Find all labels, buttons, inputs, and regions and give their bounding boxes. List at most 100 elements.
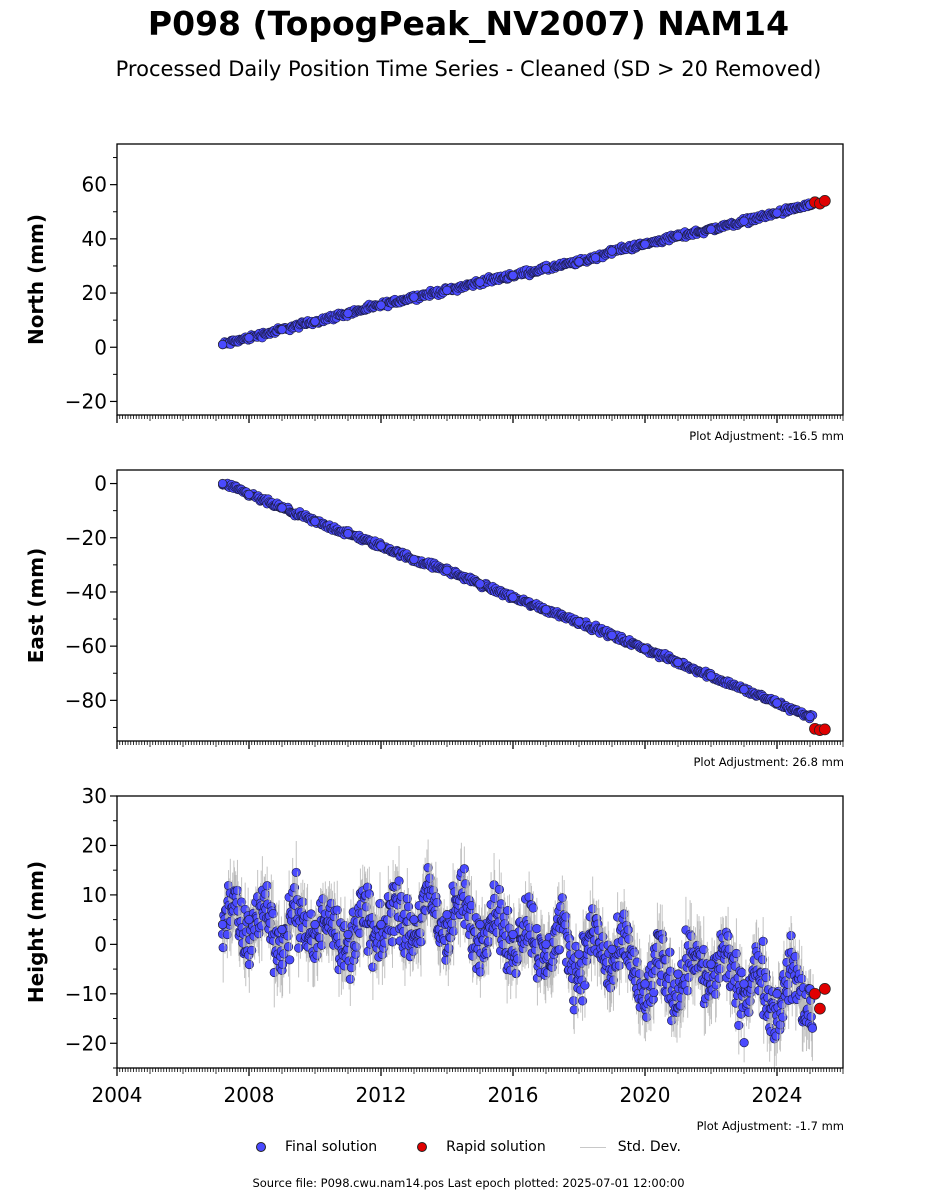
final-solution-point <box>797 974 807 984</box>
final-solution-point <box>459 864 469 874</box>
final-solution-point <box>569 1005 579 1015</box>
final-solution-point <box>376 300 386 310</box>
final-solution-point <box>262 881 272 891</box>
final-solution-point <box>444 943 454 953</box>
final-solution-point <box>244 959 254 970</box>
final-solution-point <box>686 931 696 941</box>
final-solution-point <box>409 292 419 302</box>
final-solution-point <box>739 1038 749 1048</box>
final-solution-point <box>723 931 733 941</box>
final-solution-point <box>574 257 584 267</box>
final-solution-point <box>761 973 771 983</box>
final-solution-point <box>706 224 716 235</box>
final-solution-point <box>614 960 624 971</box>
final-solution-point <box>714 973 724 983</box>
final-solution-point <box>432 898 442 908</box>
final-solution-point <box>665 947 675 957</box>
final-solution-point <box>667 1016 677 1026</box>
final-solution-point <box>387 937 398 947</box>
final-solution-point <box>778 1012 788 1022</box>
final-solution-point <box>285 955 295 965</box>
final-solution-point <box>475 967 485 977</box>
final-solution-point <box>332 905 342 915</box>
y-tick-label: 0 <box>94 472 107 496</box>
final-solution-point <box>807 1023 818 1033</box>
final-solution-point <box>528 903 538 913</box>
final-solution-point <box>561 912 571 922</box>
final-solution-point <box>524 892 534 902</box>
y-tick-label: −80 <box>65 688 107 712</box>
final-solution-point <box>298 897 308 907</box>
final-solution-point <box>217 339 228 350</box>
final-solution-point <box>569 996 579 1006</box>
final-solution-point <box>244 914 254 925</box>
final-solution-point <box>283 942 294 952</box>
final-solution-point <box>343 308 353 319</box>
final-solution-point <box>775 1020 785 1030</box>
final-solution-point <box>554 944 564 955</box>
final-solution-point <box>772 698 782 708</box>
final-solution-point <box>442 285 452 295</box>
final-solution-point <box>416 937 426 947</box>
y-tick-label: 0 <box>94 335 107 359</box>
final-solution-point <box>277 924 287 935</box>
final-solution-point <box>577 996 588 1006</box>
final-solution-point <box>683 986 693 996</box>
final-solution-point <box>607 246 617 256</box>
final-solution-point <box>268 909 278 919</box>
y-tick-label: −40 <box>65 580 107 604</box>
final-solution-point <box>317 940 327 950</box>
final-solution-point <box>351 942 361 952</box>
final-solution-point <box>277 324 287 335</box>
final-solution-point <box>496 899 506 909</box>
final-solution-point <box>244 489 254 500</box>
final-solution-point <box>277 503 287 513</box>
final-solution-point <box>484 936 494 946</box>
daily-solution-cloud <box>218 839 818 1073</box>
final-solution-point <box>786 930 796 941</box>
final-solution-point <box>503 905 513 916</box>
final-solution-point <box>355 928 365 938</box>
final-solution-point <box>739 216 749 226</box>
final-solution-point <box>731 948 742 959</box>
final-solution-point <box>699 944 709 955</box>
final-solution-point <box>508 270 518 281</box>
final-solution-point <box>217 478 228 489</box>
final-solution-point <box>217 919 228 930</box>
daily-solution-cloud <box>218 478 818 724</box>
final-solution-point <box>222 929 232 940</box>
final-solution-point <box>532 924 542 934</box>
final-solution-point <box>291 867 301 878</box>
final-solution-point <box>607 630 617 640</box>
rapid-solution-point <box>818 195 831 207</box>
final-solution-point <box>640 239 650 249</box>
final-solution-point <box>260 889 270 899</box>
final-solution-point <box>218 942 228 953</box>
final-solution-point <box>772 208 782 218</box>
daily-solution-cloud <box>218 198 818 350</box>
final-solution-point <box>442 565 452 575</box>
y-tick-label: −60 <box>65 634 107 658</box>
final-solution-point <box>734 1020 744 1031</box>
final-solution-point <box>447 919 457 929</box>
final-solution-point <box>423 863 433 873</box>
final-solution-point <box>557 893 567 903</box>
final-solution-point <box>783 979 793 989</box>
final-solution-point <box>571 941 581 951</box>
y-tick-label: −20 <box>65 526 107 550</box>
final-solution-point <box>805 711 815 722</box>
final-solution-point <box>580 980 590 990</box>
final-solution-point <box>508 592 518 603</box>
final-solution-point <box>806 1012 816 1022</box>
final-solution-point <box>343 529 353 539</box>
final-solution-point <box>739 684 749 695</box>
final-solution-point <box>757 955 768 965</box>
final-solution-point <box>402 894 412 904</box>
final-solution-point <box>475 277 485 287</box>
final-solution-point <box>494 884 505 895</box>
final-solution-point <box>232 885 243 896</box>
y-axis-label: North (mm) <box>24 214 48 345</box>
page-subtitle: Processed Daily Position Time Series - C… <box>115 57 822 81</box>
plot-frame <box>116 469 844 742</box>
